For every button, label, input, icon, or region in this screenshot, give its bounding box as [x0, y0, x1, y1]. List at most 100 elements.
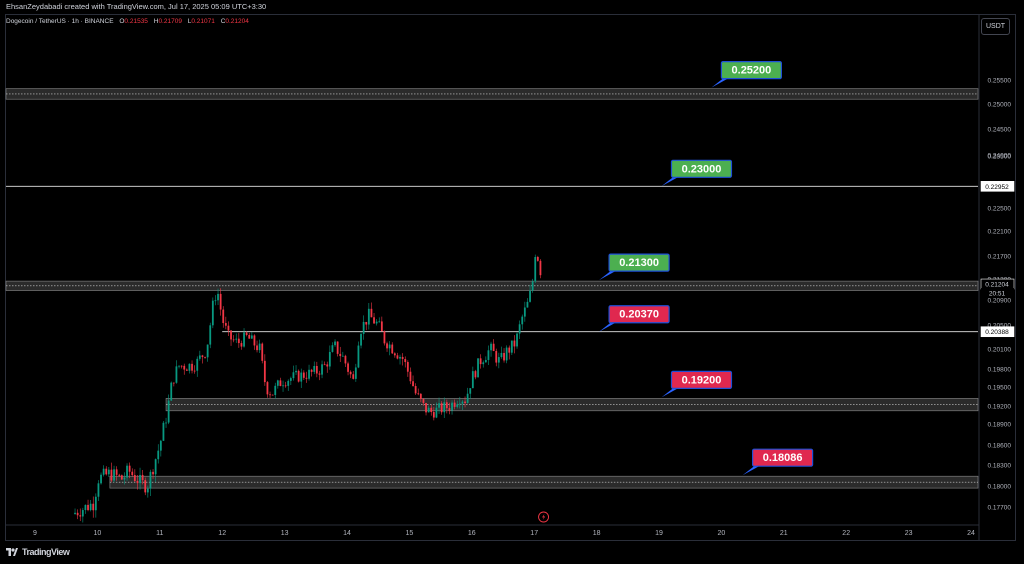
candle-body: [419, 393, 422, 399]
high-label: H: [153, 18, 159, 25]
candle-body: [471, 371, 474, 389]
candle-body: [414, 386, 417, 394]
candle-body: [253, 335, 256, 346]
close-label: C: [220, 18, 226, 25]
candle-body: [373, 317, 375, 324]
candle-body: [461, 401, 464, 404]
candle-body: [448, 408, 451, 411]
y-tick-label: 0.19500: [988, 385, 1012, 392]
x-tick-label: 9: [33, 530, 37, 537]
candle-body: [362, 321, 365, 334]
low-label: L: [187, 18, 192, 25]
tradingview-brand[interactable]: TradingView: [22, 547, 70, 557]
candle-body: [230, 330, 232, 340]
callout-pointer: [599, 269, 620, 281]
candle-body: [282, 385, 284, 387]
candle-body: [266, 382, 269, 395]
candle-body: [136, 480, 139, 484]
currency-button[interactable]: USDT: [981, 18, 1010, 35]
price-tag-box: [980, 181, 1015, 192]
candle-body: [326, 364, 329, 367]
candle-body: [243, 332, 245, 347]
candle-body: [92, 503, 95, 511]
candle-body: [474, 371, 477, 378]
y-tick-label: 0.22100: [988, 229, 1012, 236]
candle-body: [347, 363, 349, 372]
y-tick-label: 0.24000: [988, 153, 1012, 160]
candle-body: [339, 353, 342, 357]
candle-body: [102, 468, 105, 475]
candle-body: [534, 256, 537, 282]
candle-body: [198, 355, 201, 359]
candle-body: [453, 402, 456, 407]
candle-body: [175, 366, 178, 383]
candle-body: [360, 333, 362, 346]
candle-body: [87, 504, 89, 511]
candle-body: [492, 343, 495, 352]
y-tick-label: 0.20900: [988, 298, 1012, 305]
candle-body: [100, 474, 102, 484]
price-tag-box: [980, 326, 1015, 338]
y-tick-label: 0.18000: [988, 484, 1012, 491]
callout-box-0.21300: [608, 253, 670, 272]
close-value: 0.21204: [225, 18, 249, 25]
candle-body: [107, 469, 110, 475]
candle-body: [315, 365, 318, 374]
candle-body: [349, 371, 352, 375]
candle-body: [422, 398, 425, 403]
candle-body: [438, 403, 440, 408]
candle-body: [445, 402, 448, 409]
callout-box-0.23000: [670, 159, 733, 178]
callout-box-0.19200: [670, 370, 733, 389]
candle-body: [219, 293, 222, 310]
price-tag-label: 0.22952: [985, 184, 1009, 191]
candle-body: [133, 475, 136, 481]
candle-body: [157, 450, 160, 460]
candle-body: [321, 364, 323, 375]
candle-body: [500, 352, 503, 358]
open-value: 0.21535: [124, 18, 148, 25]
candle-body: [185, 369, 188, 371]
candle-body: [224, 323, 227, 326]
candle-body: [367, 308, 370, 325]
candle-body: [183, 365, 186, 370]
price-tag-box: [981, 288, 1014, 299]
y-tick-label: 0.23500: [988, 154, 1012, 161]
candle-body: [235, 338, 238, 340]
x-tick-label: 21: [780, 530, 788, 537]
y-tick-label: 0.18300: [988, 463, 1012, 470]
candle-body: [497, 357, 500, 363]
candle-body: [440, 403, 443, 413]
candle-body: [97, 483, 100, 497]
x-tick-label: 20: [718, 530, 726, 537]
candle-body: [146, 488, 149, 493]
callout-box-0.20370: [608, 305, 670, 324]
candle-body: [74, 512, 76, 514]
candle-body: [451, 402, 453, 411]
candle-body: [508, 347, 511, 353]
candle-body: [386, 343, 388, 349]
y-tick-label: 0.18900: [988, 422, 1012, 429]
candle-body: [391, 344, 394, 354]
candle-body: [435, 407, 438, 418]
candle-body: [357, 345, 360, 368]
y-tick-label: 0.19200: [988, 404, 1012, 411]
candle-body: [144, 480, 147, 493]
candle-body: [479, 358, 482, 365]
candle-body: [464, 401, 466, 404]
callout-pointer: [661, 386, 682, 398]
candle-body: [516, 333, 518, 347]
candle-body: [482, 362, 485, 365]
y-tick-label: 0.20100: [988, 347, 1012, 354]
symbol-name[interactable]: Dogecoin / TetherUS · 1h · BINANCE: [6, 18, 114, 25]
callout-label: 0.21300: [619, 257, 659, 269]
callout-label: 0.23000: [682, 163, 722, 175]
candle-body: [227, 325, 230, 331]
candle-body: [412, 381, 414, 387]
y-tick-label: 0.19800: [988, 367, 1012, 374]
candle-body: [222, 309, 225, 324]
low-value: 0.21071: [191, 18, 215, 25]
x-tick-label: 24: [967, 530, 975, 537]
candle-body: [250, 335, 253, 339]
